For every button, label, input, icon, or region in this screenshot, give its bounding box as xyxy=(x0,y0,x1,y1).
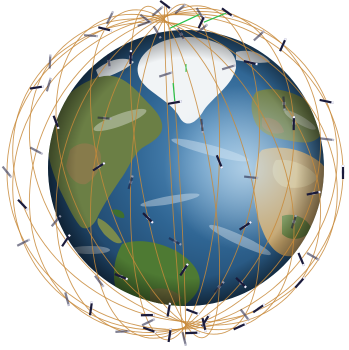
satellite xyxy=(17,199,29,211)
orbit-path xyxy=(129,3,221,341)
satellite xyxy=(139,13,153,25)
satellite xyxy=(179,263,189,277)
satellite xyxy=(167,328,172,343)
satellite xyxy=(94,275,105,288)
satellite xyxy=(52,115,60,130)
satellite xyxy=(98,26,113,32)
satellite xyxy=(166,302,172,317)
satellite xyxy=(243,60,258,66)
satellite xyxy=(253,30,265,42)
satellite xyxy=(105,10,115,25)
inter-satellite-links xyxy=(169,11,228,103)
satellite xyxy=(238,220,252,231)
satellite xyxy=(152,25,162,39)
satellite xyxy=(45,77,52,92)
satellite xyxy=(235,277,247,289)
satellite xyxy=(244,175,259,180)
satellite xyxy=(48,54,52,69)
satellite xyxy=(141,318,156,327)
satellite xyxy=(29,146,44,156)
satellite xyxy=(83,34,99,38)
link-segment xyxy=(169,13,201,29)
satellite xyxy=(127,175,134,190)
satellite xyxy=(1,165,13,179)
satellite xyxy=(282,96,286,111)
satellite xyxy=(279,37,287,52)
link-segment xyxy=(203,11,228,23)
satellite xyxy=(158,71,173,78)
satellite xyxy=(290,214,298,229)
satellite xyxy=(221,64,236,71)
satellite xyxy=(64,292,70,307)
satellites xyxy=(1,0,345,346)
satellite xyxy=(252,303,266,314)
limb-shading xyxy=(48,30,324,306)
satellite xyxy=(294,276,306,289)
satellite xyxy=(29,85,44,90)
satellite xyxy=(221,7,234,18)
satellite xyxy=(168,237,182,246)
satellite xyxy=(115,329,130,334)
satellite xyxy=(233,322,247,331)
orbit-path xyxy=(28,11,322,333)
satellite xyxy=(196,23,209,35)
satellite xyxy=(92,161,106,172)
link-segment xyxy=(172,83,176,103)
satellite xyxy=(201,317,207,333)
satellite xyxy=(140,313,155,317)
satellite xyxy=(185,308,200,316)
satellite xyxy=(61,234,71,247)
orbit-path xyxy=(90,9,260,335)
orbit-path xyxy=(28,18,322,326)
satellite xyxy=(142,326,157,334)
satellite xyxy=(129,50,133,65)
satellite xyxy=(151,5,164,17)
satellite xyxy=(213,280,225,293)
satellite xyxy=(106,54,111,69)
satellite xyxy=(319,98,334,104)
satellite xyxy=(200,118,204,134)
orbit-path xyxy=(12,21,338,323)
satellite xyxy=(114,273,129,281)
orbit-path xyxy=(90,5,260,339)
orbit-path xyxy=(129,5,221,339)
satellite xyxy=(88,301,94,316)
satellite xyxy=(16,238,31,247)
satellite xyxy=(142,212,154,224)
satellite xyxy=(181,331,187,346)
satellite xyxy=(185,331,200,335)
satellite xyxy=(239,308,250,322)
satellite xyxy=(97,116,112,120)
satellite xyxy=(174,3,187,15)
satellite xyxy=(292,116,296,131)
satellite xyxy=(341,165,345,179)
satellite xyxy=(297,252,305,267)
satellite xyxy=(159,0,173,11)
earth-globe xyxy=(48,30,324,306)
satellite xyxy=(176,27,186,41)
satellite xyxy=(306,252,320,261)
satellite xyxy=(50,214,62,227)
satellite xyxy=(306,190,321,196)
satellite xyxy=(167,100,182,105)
satellite xyxy=(215,154,224,169)
satellite xyxy=(197,14,206,29)
satellite xyxy=(320,137,335,142)
